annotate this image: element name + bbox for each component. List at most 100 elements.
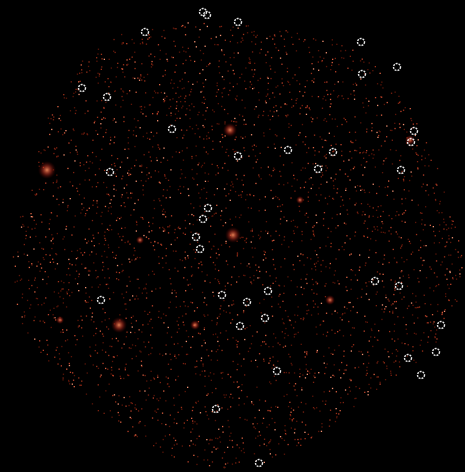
photon: [293, 432, 296, 434]
photon: [301, 230, 303, 233]
photon: [170, 358, 172, 361]
photon: [365, 112, 367, 114]
photon: [413, 332, 416, 334]
photon: [436, 338, 438, 340]
photon: [134, 67, 136, 70]
photon: [141, 171, 143, 173]
photon: [338, 249, 340, 251]
photon: [203, 314, 205, 316]
photon: [304, 214, 306, 216]
photon: [323, 57, 325, 59]
photon: [218, 315, 220, 318]
photon: [26, 254, 29, 256]
photon: [39, 320, 41, 322]
photon: [392, 248, 394, 251]
photon: [148, 387, 150, 389]
photon: [225, 330, 227, 332]
photon: [245, 238, 247, 240]
photon: [124, 148, 126, 150]
photon: [145, 435, 147, 437]
photon: [224, 288, 227, 291]
photon: [88, 274, 90, 276]
photon: [306, 373, 308, 375]
photon: [306, 354, 308, 356]
photon: [163, 230, 166, 232]
photon: [224, 396, 226, 399]
photon: [215, 36, 217, 38]
photon: [256, 331, 258, 333]
photon: [355, 386, 357, 388]
photon: [260, 230, 262, 233]
photon: [303, 40, 305, 43]
photon: [169, 224, 171, 227]
photon: [224, 463, 227, 465]
photon: [217, 248, 219, 250]
photon: [63, 94, 65, 96]
photon: [177, 270, 179, 272]
photon: [132, 426, 134, 428]
photon: [204, 449, 206, 451]
photon: [334, 57, 336, 60]
photon: [293, 232, 295, 235]
photon: [299, 83, 301, 85]
photon: [157, 374, 159, 376]
photon: [157, 419, 159, 421]
photon: [129, 299, 131, 301]
photon: [216, 359, 219, 361]
photon: [176, 101, 178, 103]
photon: [383, 286, 385, 288]
photon: [236, 83, 238, 85]
photon: [187, 336, 190, 338]
photon: [325, 153, 328, 156]
photon: [125, 291, 128, 293]
photon: [157, 92, 159, 94]
photon: [57, 155, 59, 157]
photon: [412, 251, 414, 253]
photon: [242, 115, 244, 117]
photon: [117, 403, 119, 405]
photon: [269, 410, 272, 412]
photon: [330, 144, 332, 147]
photon: [256, 158, 259, 161]
photon: [178, 316, 180, 319]
source-marker: [406, 137, 416, 147]
photon: [346, 209, 348, 211]
photon: [162, 354, 164, 357]
photon: [263, 358, 265, 360]
photon: [249, 61, 251, 63]
photon: [112, 256, 115, 259]
photon: [82, 254, 84, 256]
photon: [286, 53, 288, 55]
photon: [429, 266, 431, 268]
photon: [193, 106, 195, 108]
photon: [283, 453, 286, 455]
photon: [383, 103, 385, 106]
photon: [287, 443, 289, 446]
photon: [374, 228, 376, 230]
photon: [181, 315, 184, 317]
photon: [207, 173, 210, 175]
photon: [17, 255, 19, 258]
photon: [362, 211, 364, 213]
photon: [185, 290, 187, 292]
photon: [240, 262, 242, 265]
photon: [291, 162, 293, 164]
photon: [196, 463, 198, 466]
photon: [216, 91, 218, 93]
photon: [158, 181, 160, 183]
photon: [61, 288, 63, 290]
photon: [286, 67, 289, 69]
photon: [148, 225, 150, 227]
photon: [108, 383, 110, 385]
photon: [267, 166, 269, 168]
photon: [78, 275, 80, 278]
photon: [173, 422, 175, 424]
photon: [62, 329, 64, 331]
photon: [228, 193, 230, 195]
photon: [218, 281, 220, 283]
photon: [258, 176, 260, 178]
photon: [72, 128, 74, 130]
photon: [138, 287, 140, 289]
photon: [178, 354, 180, 356]
photon: [155, 157, 158, 159]
